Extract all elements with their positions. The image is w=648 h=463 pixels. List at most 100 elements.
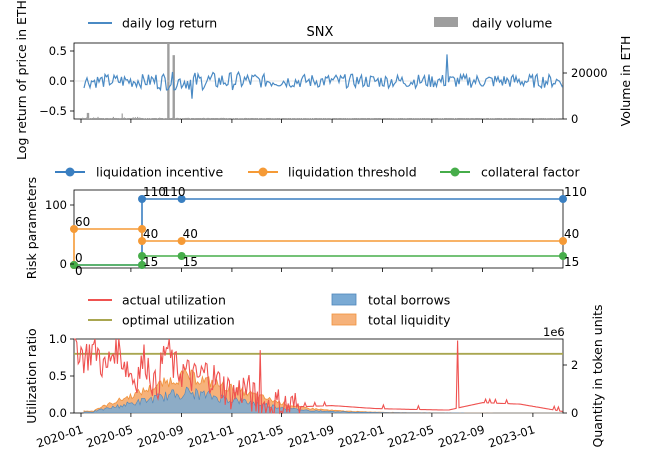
xtick-label: 2021-09	[286, 422, 336, 450]
volume-bar	[207, 117, 209, 119]
risk-marker-2	[559, 252, 567, 260]
xtick-label: 2020-01	[35, 422, 85, 450]
ylabel-returns: Log return of price in ETH	[14, 0, 29, 160]
volume-bar	[134, 117, 136, 119]
volume-bar	[139, 117, 141, 119]
risk-annotation: 110	[564, 185, 587, 199]
risk-series	[70, 195, 567, 269]
volume-bar	[178, 118, 180, 119]
legend-label-actual-util: actual utilization	[122, 293, 226, 308]
volume-bar	[115, 117, 117, 119]
risk-marker-1	[138, 225, 147, 233]
volume-bar	[176, 117, 178, 119]
legend-label-liquidity: total liquidity	[368, 313, 451, 328]
xtick-label: 2023-01	[487, 422, 537, 450]
panel-risk: liquidation incentive liquidation thresh…	[24, 165, 587, 280]
risk-annotation: 40	[143, 227, 158, 241]
xtick-marks-2	[80, 268, 534, 272]
risk-marker-2	[138, 261, 147, 269]
volume-bar	[93, 117, 95, 119]
volume-bar	[154, 117, 156, 119]
volume-bar	[112, 116, 114, 119]
xtick-labels: 2020-01 2020-05 2020-09 2021-01 2021-05 2021-…	[35, 422, 537, 450]
legend-swatch-volume	[434, 17, 458, 27]
volume-bar	[264, 118, 266, 119]
legend-swatch-borrows	[331, 293, 357, 306]
risk-annotation: 0	[75, 251, 83, 265]
ytick-label-0: 0	[60, 257, 67, 271]
legend-label-borrows: total borrows	[368, 293, 450, 308]
risk-annotation: 40	[564, 227, 579, 241]
volume-bar	[196, 118, 198, 119]
volume-bar	[165, 118, 167, 119]
risk-marker-0	[177, 195, 186, 203]
volume-bar	[101, 118, 103, 119]
ylabel-risk: Risk parameters	[24, 177, 39, 279]
xtick-label: 2020-05	[85, 422, 135, 450]
legend-label-liq-threshold: liquidation threshold	[288, 165, 417, 180]
chart-title: SNX	[307, 25, 334, 40]
volume-bar	[106, 117, 108, 119]
volume-bar	[123, 117, 125, 119]
ytick-right-0: 0	[571, 112, 578, 126]
volume-bar	[130, 117, 132, 119]
xtick-label: 2020-09	[135, 422, 185, 450]
risk-annotation: 60	[75, 215, 90, 229]
volume-bar	[150, 118, 152, 119]
legend-marker-liq-incentive	[65, 167, 75, 177]
volume-bar	[203, 117, 205, 119]
legend-label-collateral: collateral factor	[481, 165, 580, 180]
panel-returns: SNX daily log return daily volume 0.5 0.…	[14, 0, 633, 160]
volume-bar	[117, 118, 119, 119]
xtick-label: 2021-01	[186, 422, 236, 450]
ytick-label-neg0.5: −0.5	[39, 104, 67, 118]
ytick-right-0-util: 0	[571, 406, 578, 420]
volume-bar-peak	[86, 112, 90, 119]
risk-annotation: 15	[564, 255, 579, 269]
risk-marker-1	[177, 237, 186, 245]
ytick-label-0.5: 0.5	[49, 44, 67, 58]
volume-bar	[200, 118, 202, 119]
risk-marker-1	[70, 225, 78, 233]
volume-bar	[187, 117, 189, 119]
volume-bar	[198, 118, 200, 119]
panel-utilization: actual utilization optimal utilization t…	[24, 293, 605, 451]
volume-bar	[159, 117, 161, 119]
volume-bar	[97, 116, 99, 119]
volume-bar	[110, 118, 112, 119]
ylabel-volume: Volume in ETH	[618, 36, 633, 127]
volume-bar	[132, 117, 134, 119]
series-log-return	[83, 54, 564, 99]
volume-bar	[181, 118, 183, 119]
volume-bar	[269, 117, 271, 119]
volume-bar	[222, 117, 224, 119]
ytick-label-0.0: 0.0	[49, 74, 67, 88]
risk-annotation: 40	[183, 227, 198, 241]
volume-bar	[95, 117, 97, 119]
volume-bar	[108, 118, 110, 119]
risk-line-1	[73, 228, 563, 265]
right-axis-offset: 1e6	[543, 325, 565, 339]
volume-bar	[121, 113, 123, 119]
xtick-label: 2022-05	[386, 422, 436, 450]
area-total-borrows	[83, 386, 563, 414]
volume-bar	[220, 117, 222, 119]
volume-bar	[174, 118, 176, 119]
ytick-label-0.5-util: 0.5	[49, 369, 67, 383]
liquidity-borrow-areas	[83, 367, 563, 414]
volume-bar	[126, 118, 128, 119]
xtick-label: 2021-05	[235, 422, 285, 450]
legend-label-log-return: daily log return	[122, 16, 217, 31]
risk-annotation: 0	[75, 264, 83, 278]
legend-swatch-liquidity	[331, 313, 357, 326]
volume-bar	[84, 117, 86, 119]
legend-label-volume: daily volume	[472, 16, 553, 31]
legend-marker-liq-threshold	[258, 167, 268, 177]
risk-annotation: 15	[143, 255, 158, 269]
risk-annotation: 110	[163, 185, 186, 199]
risk-marker-1	[138, 237, 147, 245]
risk-marker-2	[70, 261, 78, 269]
volume-bar	[104, 118, 106, 119]
xtick-label: 2022-01	[336, 422, 386, 450]
